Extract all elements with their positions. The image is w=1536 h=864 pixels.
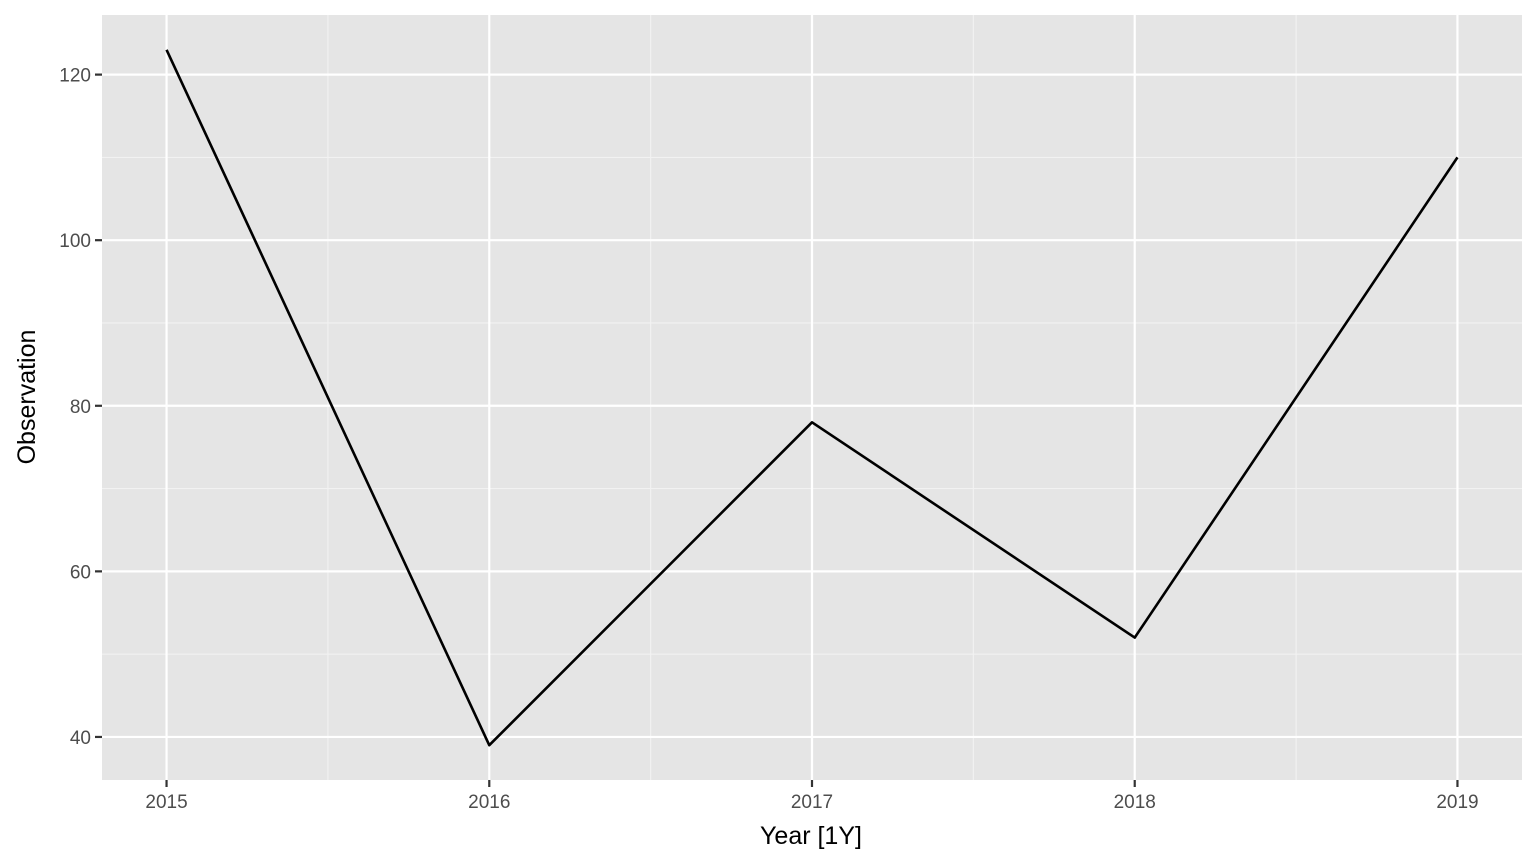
major-grid	[102, 15, 1522, 780]
y-axis-title: Observation	[13, 330, 41, 465]
x-tick-label: 2017	[791, 792, 833, 813]
y-tick-label: 120	[59, 66, 91, 87]
series-layer	[165, 49, 1459, 747]
y-tick-label: 80	[70, 397, 91, 418]
x-axis: 2015 2016 2017 2018 2019	[145, 780, 1479, 813]
y-tick-label: 40	[70, 728, 91, 749]
y-tick-label: 100	[59, 231, 91, 252]
x-tick-label: 2018	[1114, 792, 1156, 813]
y-axis: 40 60 80 100 120	[59, 66, 102, 749]
x-tick-label: 2019	[1436, 792, 1478, 813]
y-tick-label: 60	[70, 562, 91, 583]
x-tick-label: 2015	[145, 792, 187, 813]
x-axis-title: Year [1Y]	[760, 822, 862, 850]
series-line	[165, 49, 1459, 747]
x-tick-label: 2016	[468, 792, 510, 813]
